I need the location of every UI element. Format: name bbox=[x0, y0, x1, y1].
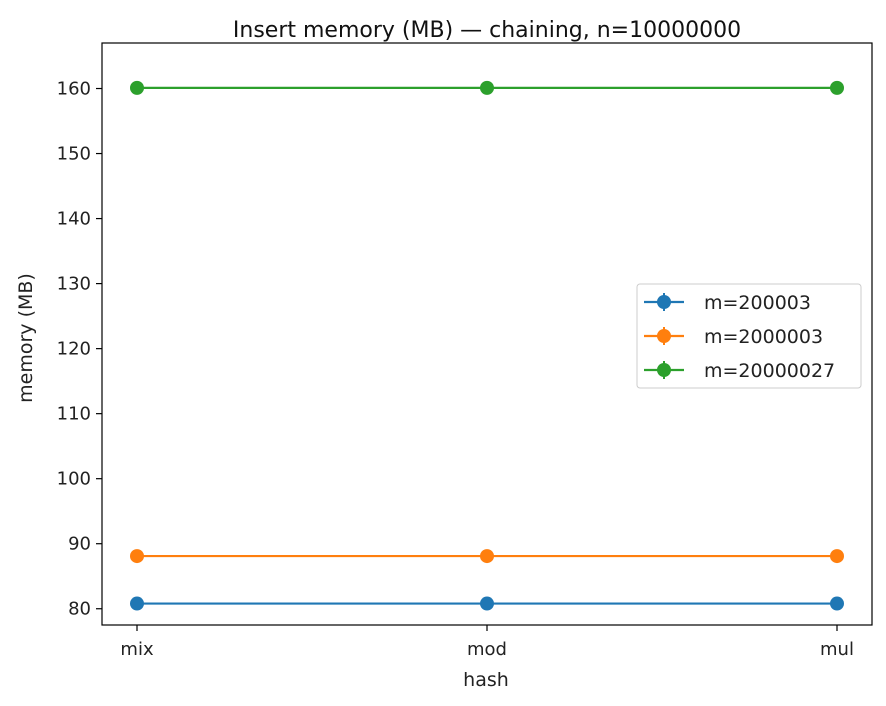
legend: m=200003 m=2000003 m=20000027 bbox=[636, 283, 862, 389]
x-tick-label: mul bbox=[820, 639, 854, 660]
legend-marker bbox=[657, 329, 671, 343]
y-tick-label: 160 bbox=[57, 79, 91, 100]
series-3 bbox=[130, 80, 844, 95]
data-point bbox=[130, 80, 144, 95]
legend-item: m=2000003 bbox=[644, 326, 823, 348]
legend-frame bbox=[636, 283, 862, 389]
data-point bbox=[830, 596, 844, 611]
data-point bbox=[130, 549, 144, 564]
y-tick-label: 90 bbox=[68, 534, 91, 555]
data-point bbox=[130, 596, 144, 611]
legend-item: m=20000027 bbox=[644, 360, 835, 382]
data-point bbox=[480, 549, 494, 564]
y-tick-label: 80 bbox=[68, 599, 91, 620]
y-axis: 80 90 100 110 120 130 140 150 160 bbox=[57, 79, 102, 620]
legend-marker bbox=[657, 295, 671, 309]
x-tick-label: mix bbox=[120, 639, 154, 660]
y-tick-label: 130 bbox=[57, 274, 91, 295]
y-axis-label: memory (MB) bbox=[15, 273, 37, 403]
x-axis: mix mod mul bbox=[120, 625, 854, 660]
y-tick-label: 150 bbox=[57, 144, 91, 165]
legend-label: m=20000027 bbox=[704, 360, 835, 382]
series-layer bbox=[130, 80, 844, 611]
x-axis-label: hash bbox=[463, 669, 509, 691]
y-tick-label: 110 bbox=[57, 404, 91, 425]
data-point bbox=[830, 549, 844, 564]
data-point bbox=[480, 596, 494, 611]
x-tick-label: mod bbox=[467, 639, 507, 660]
data-point bbox=[480, 80, 494, 95]
legend-item: m=200003 bbox=[644, 292, 811, 314]
y-tick-label: 120 bbox=[57, 339, 91, 360]
series-1 bbox=[130, 596, 844, 611]
legend-marker bbox=[657, 363, 671, 377]
y-tick-label: 100 bbox=[57, 469, 91, 490]
y-tick-label: 140 bbox=[57, 209, 91, 230]
chart-title: Insert memory (MB) — chaining, n=1000000… bbox=[233, 18, 741, 43]
data-point bbox=[830, 80, 844, 95]
legend-label: m=200003 bbox=[704, 292, 811, 314]
series-2 bbox=[130, 549, 844, 564]
legend-label: m=2000003 bbox=[704, 326, 823, 348]
